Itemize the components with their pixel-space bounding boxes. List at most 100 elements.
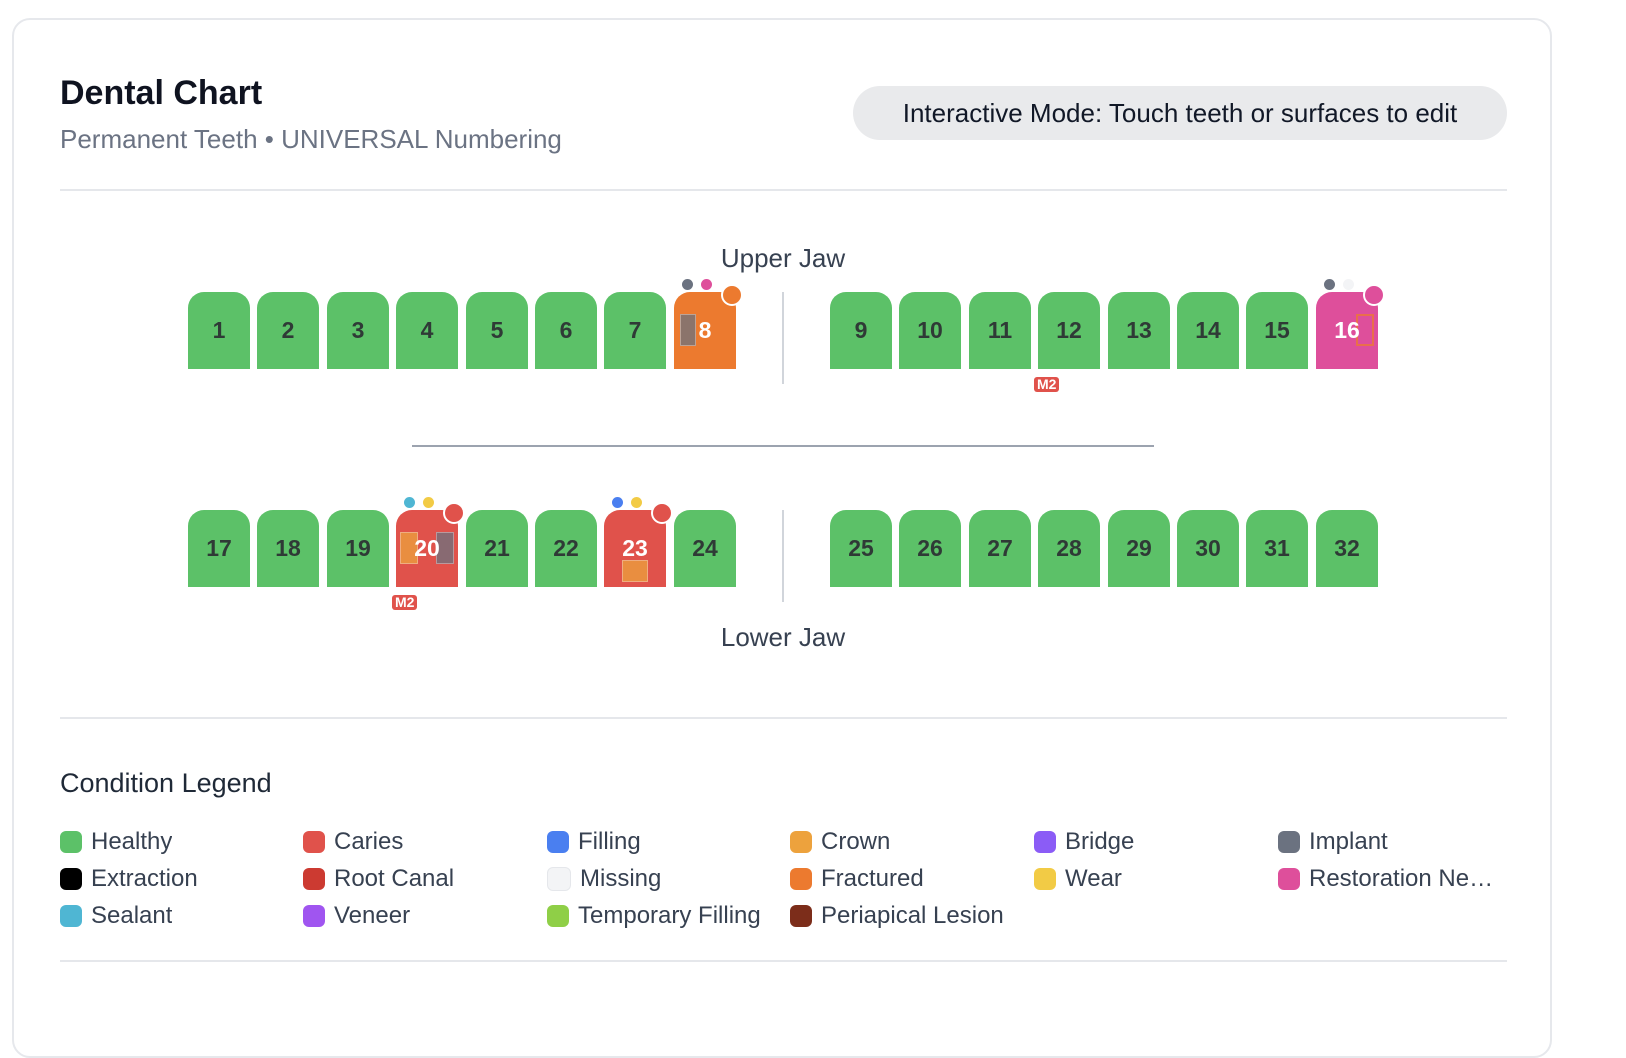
- tooth-number: 18: [275, 535, 301, 561]
- tooth-number: 2: [281, 317, 295, 343]
- occlusal-midline: [412, 445, 1154, 447]
- legend-label: Wear: [1065, 865, 1122, 892]
- tooth-number: 27: [987, 535, 1013, 561]
- tooth-18[interactable]: 18: [257, 510, 319, 587]
- legend-swatch: [303, 831, 325, 853]
- footer-divider: [60, 960, 1507, 962]
- tooth-number: 16: [1334, 317, 1360, 343]
- legend-label: Veneer: [334, 902, 411, 929]
- tooth-11[interactable]: 11: [969, 292, 1031, 369]
- tooth-4[interactable]: 4: [396, 292, 458, 369]
- condition-badge[interactable]: [721, 284, 743, 306]
- legend-swatch: [1278, 831, 1300, 853]
- tooth-25[interactable]: 25: [830, 510, 892, 587]
- tooth-number: 4: [420, 317, 434, 343]
- indicator-dot-wear: [631, 497, 642, 508]
- tooth-surface-crown[interactable]: [622, 560, 648, 582]
- legend-item-caries: Caries: [303, 828, 403, 856]
- legend-item-crown: Crown: [790, 828, 890, 856]
- legend-item-extraction: Extraction: [60, 865, 198, 893]
- tooth-tag: M2: [392, 595, 418, 610]
- tooth-30[interactable]: 30: [1177, 510, 1239, 587]
- legend-item-healthy: Healthy: [60, 828, 172, 856]
- indicator-dot-restoration: [701, 279, 712, 290]
- tooth-5[interactable]: 5: [466, 292, 528, 369]
- tooth-24[interactable]: 24: [674, 510, 736, 587]
- legend-swatch: [303, 905, 325, 927]
- upper-jaw-label: Upper Jaw: [720, 243, 846, 273]
- lower-jaw-label: Lower Jaw: [720, 622, 846, 652]
- legend-swatch: [790, 831, 812, 853]
- condition-badge[interactable]: [1363, 284, 1385, 306]
- legend-label: Temporary Filling: [578, 902, 761, 929]
- legend-item-bridge: Bridge: [1034, 828, 1134, 856]
- tooth-19[interactable]: 19: [327, 510, 389, 587]
- condition-badge[interactable]: [651, 502, 673, 524]
- legend-label: Caries: [334, 828, 404, 855]
- tooth-28[interactable]: 28: [1038, 510, 1100, 587]
- tooth-31[interactable]: 31: [1246, 510, 1308, 587]
- legend-divider: [60, 717, 1507, 719]
- tooth-17[interactable]: 17: [188, 510, 250, 587]
- tooth-number: 10: [917, 317, 943, 343]
- legend-label: Sealant: [91, 902, 173, 929]
- legend-item-filling: Filling: [547, 828, 641, 856]
- tooth-32[interactable]: 32: [1316, 510, 1378, 587]
- indicator-dot-sealant: [404, 497, 415, 508]
- condition-badge[interactable]: [443, 502, 465, 524]
- tooth-number: 8: [698, 317, 712, 343]
- legend-label: Crown: [821, 828, 891, 855]
- tooth-surface-implant[interactable]: [680, 314, 696, 346]
- tooth-number: 21: [484, 535, 510, 561]
- tooth-22[interactable]: 22: [535, 510, 597, 587]
- indicator-dot-wear: [423, 497, 434, 508]
- legend-swatch: [60, 905, 82, 927]
- tooth-number: 25: [848, 535, 874, 561]
- tooth-7[interactable]: 7: [604, 292, 666, 369]
- tooth-26[interactable]: 26: [899, 510, 961, 587]
- tooth-8[interactable]: 8: [674, 284, 743, 369]
- tooth-number: 17: [206, 535, 232, 561]
- tooth-20[interactable]: 20: [396, 502, 465, 587]
- tooth-number: 6: [559, 317, 573, 343]
- legend-label: Missing: [580, 865, 662, 892]
- legend-item-missing: Missing: [547, 865, 661, 893]
- tooth-23[interactable]: 23: [604, 502, 673, 587]
- tooth-21[interactable]: 21: [466, 510, 528, 587]
- tooth-12[interactable]: 12: [1038, 292, 1100, 369]
- tooth-number: 31: [1264, 535, 1290, 561]
- header-divider: [60, 189, 1507, 191]
- legend-label: Healthy: [91, 828, 173, 855]
- tooth-16[interactable]: 16: [1316, 284, 1385, 369]
- upper-jaw-separator: [782, 292, 784, 384]
- legend-swatch: [790, 868, 812, 890]
- tooth-number: 5: [490, 317, 504, 343]
- tooth-surface-implant[interactable]: [436, 532, 454, 564]
- tooth-3[interactable]: 3: [327, 292, 389, 369]
- tooth-surface-fractured[interactable]: [1356, 314, 1374, 346]
- tooth-14[interactable]: 14: [1177, 292, 1239, 369]
- legend-swatch: [60, 868, 82, 890]
- legend-item-temporary-filling: Temporary Filling: [547, 902, 761, 930]
- tooth-surface-crown[interactable]: [400, 532, 418, 564]
- tooth-number: 30: [1195, 535, 1221, 561]
- tooth-number: 29: [1126, 535, 1152, 561]
- legend-label: Extraction: [91, 865, 198, 892]
- tooth-number: 7: [628, 317, 642, 343]
- legend-item-fractured: Fractured: [790, 865, 924, 893]
- tooth-29[interactable]: 29: [1108, 510, 1170, 587]
- tooth-2[interactable]: 2: [257, 292, 319, 369]
- legend-label: Implant: [1309, 828, 1388, 855]
- tooth-13[interactable]: 13: [1108, 292, 1170, 369]
- legend-item-root-canal: Root Canal: [303, 865, 454, 893]
- tooth-1[interactable]: 1: [188, 292, 250, 369]
- tooth-9[interactable]: 9: [830, 292, 892, 369]
- legend-swatch: [547, 831, 569, 853]
- tooth-number: 15: [1264, 317, 1290, 343]
- tooth-6[interactable]: 6: [535, 292, 597, 369]
- tooth-number: 28: [1056, 535, 1082, 561]
- tooth-15[interactable]: 15: [1246, 292, 1308, 369]
- chart-subtitle: Permanent Teeth • UNIVERSAL Numbering: [60, 124, 562, 154]
- tooth-27[interactable]: 27: [969, 510, 1031, 587]
- tooth-10[interactable]: 10: [899, 292, 961, 369]
